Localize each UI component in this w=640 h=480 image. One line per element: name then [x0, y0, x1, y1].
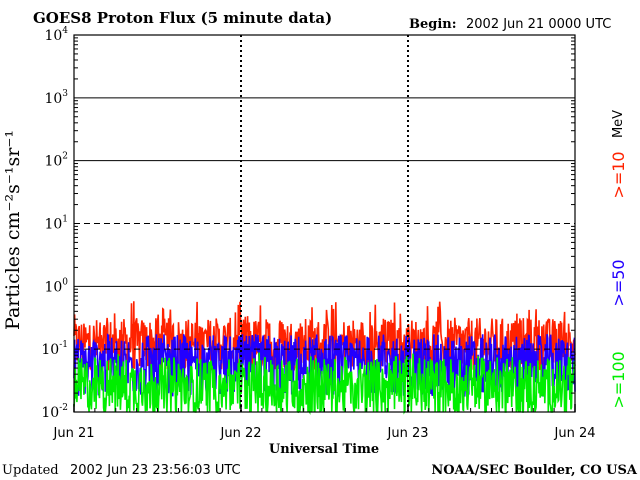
- chart-title: GOES8 Proton Flux (5 minute data): [33, 9, 332, 27]
- grid-layer: [74, 35, 575, 412]
- axes-layer: [73, 34, 576, 413]
- x-tick-label: Jun 23: [387, 426, 429, 441]
- x-tick-label: Jun 24: [554, 426, 596, 441]
- x-tick-label: Jun 21: [53, 426, 95, 441]
- x-tick-label: Jun 22: [220, 426, 262, 441]
- y-tick-label: 102: [44, 152, 68, 170]
- legend-unit: MeV: [611, 110, 626, 138]
- legend-entry-1: >=50: [609, 259, 628, 306]
- credit-text: NOAA/SEC Boulder, CO USA: [431, 463, 638, 478]
- y-tick-label: 10-1: [41, 340, 68, 358]
- legend: >=10 >=50 >=100 MeV: [609, 110, 628, 409]
- begin-label: Begin:: [409, 17, 457, 32]
- y-tick-label: 100: [44, 277, 68, 295]
- y-tick-label: 104: [44, 26, 68, 44]
- series-layer: [73, 301, 576, 416]
- y-tick-label: 103: [44, 89, 68, 107]
- updated-label: Updated: [2, 463, 59, 478]
- begin-value: 2002 Jun 21 0000 UTC: [466, 17, 611, 32]
- series-line-2: [73, 352, 576, 416]
- tick-labels: 104 103 102 101 100 10-1 10-2 Jun 21 Jun 22 Jun 2…: [41, 26, 595, 441]
- series-line-0: [73, 301, 576, 372]
- y-tick-label: 101: [44, 215, 68, 233]
- y-tick-label: 10-2: [41, 403, 68, 421]
- y-axis-label: Particles cm⁻²s⁻¹sr⁻¹: [2, 130, 24, 330]
- x-axis-label: Universal Time: [269, 442, 379, 457]
- updated-value: 2002 Jun 23 23:56:03 UTC: [70, 463, 241, 478]
- legend-entry-2: >=100: [609, 351, 628, 408]
- legend-entry-0: >=10: [609, 151, 628, 198]
